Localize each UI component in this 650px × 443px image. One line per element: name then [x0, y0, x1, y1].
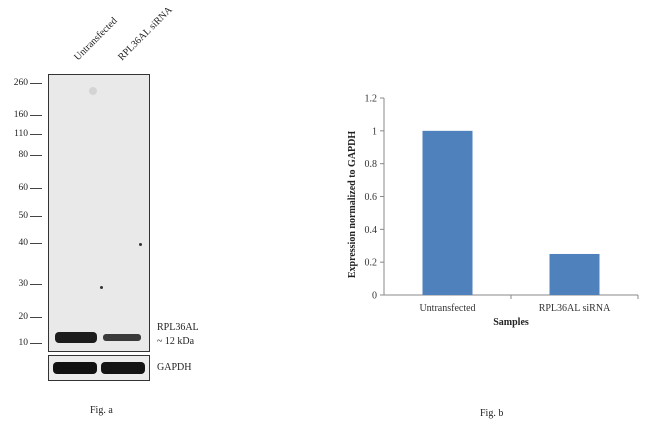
mw-tick	[30, 284, 42, 285]
bar-untransfected	[422, 130, 473, 295]
mw-label-160: 160	[13, 110, 28, 120]
y-tick-label: 0.4	[365, 225, 378, 236]
mw-tick	[30, 243, 42, 244]
blot-gapdh-panel	[48, 355, 150, 381]
mw-label-50: 50	[18, 211, 29, 221]
blot-speck	[89, 87, 97, 95]
y-tick-label: 0.6	[365, 192, 378, 203]
band-rpl36al-sirna	[103, 334, 141, 341]
band-label: RPL36AL	[157, 322, 199, 333]
band-rpl36al-untransfected	[55, 332, 97, 343]
band-gapdh-sirna	[101, 362, 145, 374]
y-tick-label: 0	[372, 291, 377, 302]
mw-tick	[30, 216, 42, 217]
mw-label-20: 20	[18, 312, 29, 322]
loading-control-label: GAPDH	[157, 362, 192, 373]
blot-main-panel	[48, 74, 150, 352]
y-tick-label: 1	[372, 126, 377, 137]
mw-label-60: 60	[18, 183, 29, 193]
y-axis-title: Expression normalized to GAPDH	[347, 131, 358, 279]
x-category-label: RPL36AL siRNA	[539, 303, 611, 314]
mw-label-110: 110	[14, 129, 28, 139]
mw-tick	[30, 115, 42, 116]
mw-tick	[30, 134, 42, 135]
band-size-label: ~ 12 kDa	[157, 336, 195, 347]
mw-tick	[30, 83, 42, 84]
mw-label-10: 10	[18, 338, 29, 348]
mw-tick	[30, 155, 42, 156]
mw-tick	[30, 317, 42, 318]
mw-label-40: 40	[18, 238, 29, 248]
caption-fig-b: Fig. b	[480, 408, 504, 419]
blot-speck	[100, 286, 103, 289]
mw-tick	[30, 343, 42, 344]
bar-rpl36al-sirna	[549, 253, 600, 295]
mw-label-30: 30	[18, 279, 29, 289]
x-axis-title: Samples	[493, 317, 529, 328]
y-tick-label: 0.8	[365, 159, 378, 170]
y-tick-label: 1.2	[365, 94, 378, 105]
y-tick-label: 0.2	[365, 258, 378, 269]
band-gapdh-untransfected	[53, 362, 97, 374]
caption-fig-a: Fig. a	[90, 405, 113, 416]
mw-label-260: 260	[13, 78, 28, 88]
mw-tick	[30, 188, 42, 189]
mw-label-80: 80	[18, 150, 29, 160]
blot-speck	[139, 243, 142, 246]
x-category-label: Untransfected	[419, 303, 475, 314]
